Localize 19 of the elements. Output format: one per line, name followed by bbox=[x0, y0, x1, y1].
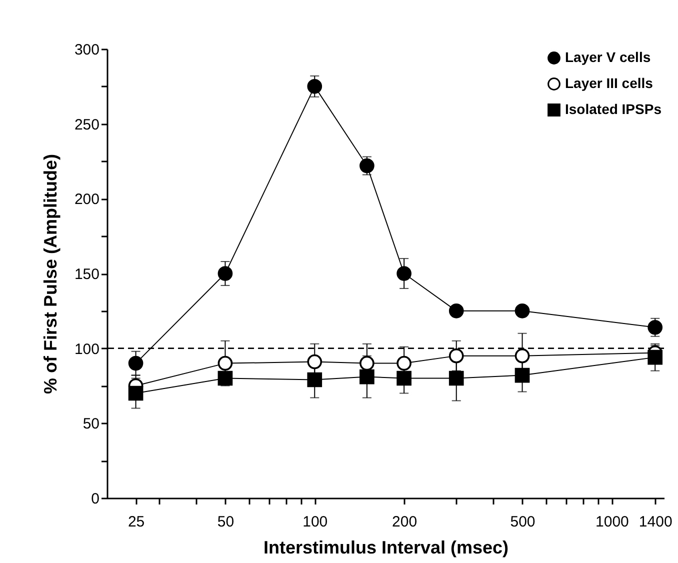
x-axis-title: Interstimulus Interval (msec) bbox=[263, 538, 509, 558]
y-tick-label: 0 bbox=[91, 490, 100, 508]
legend-label: Layer V cells bbox=[565, 49, 651, 65]
y-tick-label: 100 bbox=[74, 340, 100, 358]
x-tick-label: 50 bbox=[217, 514, 234, 530]
x-tick-label: 500 bbox=[510, 514, 536, 530]
legend-label: Isolated IPSPs bbox=[565, 101, 662, 117]
y-tick-label: 50 bbox=[82, 416, 100, 433]
x-tick-label: 25 bbox=[128, 514, 145, 530]
y-tick-label: 200 bbox=[74, 191, 100, 208]
x-tick-label: 1000 bbox=[596, 514, 629, 530]
y-tick-label: 300 bbox=[74, 42, 100, 58]
x-tick-label: 1400 bbox=[638, 514, 672, 530]
x-tick-label: 100 bbox=[302, 514, 328, 530]
x-tick-label: 200 bbox=[392, 514, 418, 530]
y-axis-title: % of First Pulse (Amplitude) bbox=[40, 154, 60, 394]
y-tick-label: 250 bbox=[74, 116, 100, 134]
legend-label: Layer III cells bbox=[565, 75, 654, 91]
y-tick-label: 150 bbox=[74, 266, 100, 283]
